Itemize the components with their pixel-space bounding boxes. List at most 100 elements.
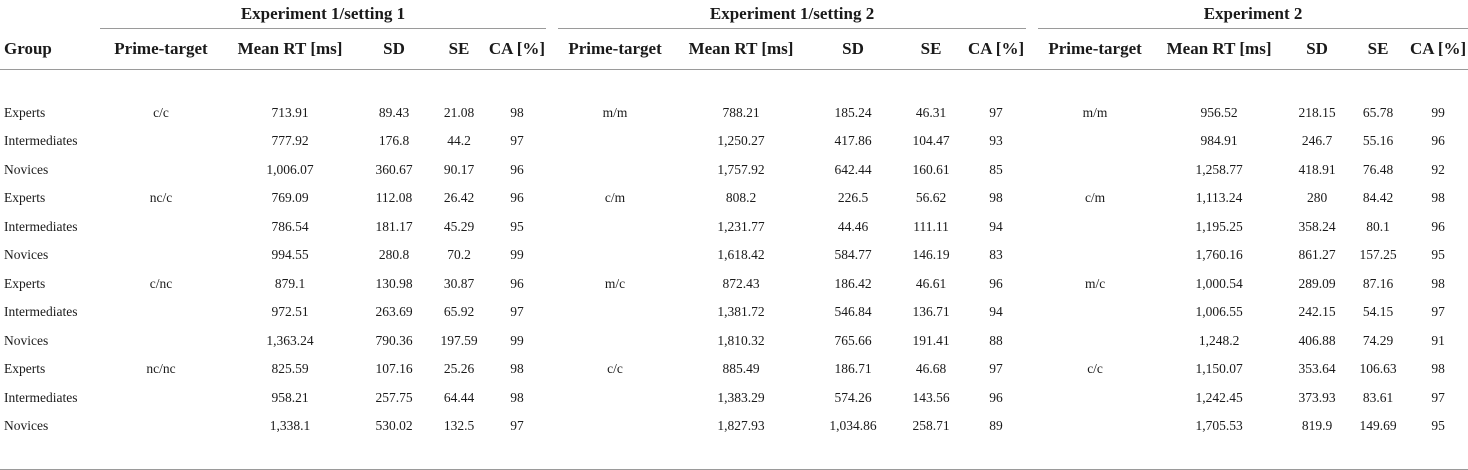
ca-cell: 98 — [510, 104, 524, 120]
spacer-cell — [1026, 355, 1038, 384]
table-row: Experts c/nc 879.1 130.98 30.87 96 m/c 872.43 18… — [0, 270, 1468, 299]
mean-rt-cell: 1,618.42 — [717, 247, 765, 263]
sd-cell: 185.24 — [834, 104, 872, 120]
prime-target-cell — [558, 298, 672, 327]
se-cell: 21.08 — [443, 104, 475, 120]
se-cell: 106.63 — [1359, 361, 1397, 377]
se-cell: 46.31 — [915, 104, 947, 120]
prime-target-cell — [558, 384, 672, 413]
ca-cell: 94 — [989, 304, 1003, 320]
se-cell: 74.29 — [1362, 332, 1394, 348]
table-row: Intermediates 786.54 181.17 45.29 95 1,231.77… — [0, 213, 1468, 242]
sd-cell: 530.02 — [375, 418, 413, 434]
sd-cell: 186.42 — [834, 275, 872, 291]
prime-target-cell — [558, 327, 672, 356]
group-cell: Experts — [4, 190, 46, 206]
sd-cell: 417.86 — [834, 133, 872, 149]
mean-rt-cell: 825.59 — [271, 361, 309, 377]
prime-target-cell — [100, 127, 222, 156]
sd-cell: 89.43 — [378, 104, 410, 120]
prime-target-cell: m/m — [602, 104, 628, 120]
sd-cell: 584.77 — [834, 247, 872, 263]
prime-target-cell: m/m — [1082, 104, 1108, 120]
group-cell: Novices — [4, 247, 49, 263]
mean-rt-cell: 1,006.07 — [266, 161, 314, 177]
sd-cell: 263.69 — [375, 304, 413, 320]
sd-cell: 242.15 — [1298, 304, 1336, 320]
se-cell: 83.61 — [1362, 389, 1394, 405]
prime-target-cell — [1038, 298, 1152, 327]
mean-rt-cell: 788.21 — [722, 104, 760, 120]
spacer-cell — [546, 298, 558, 327]
group-cell: Experts — [4, 275, 46, 291]
se-cell: 76.48 — [1362, 161, 1394, 177]
ca-cell: 97 — [1431, 389, 1445, 405]
column-header-prime-target: Prime-target — [1048, 39, 1142, 58]
spacer-cell — [546, 213, 558, 242]
se-cell: 197.59 — [440, 332, 478, 348]
column-header-group: Group — [4, 38, 52, 58]
sd-cell: 861.27 — [1298, 247, 1336, 263]
sd-cell: 176.8 — [378, 133, 410, 149]
prime-target-cell: c/m — [1084, 190, 1106, 206]
prime-target-cell — [1038, 241, 1152, 270]
ca-cell: 96 — [1431, 218, 1445, 234]
ca-cell: 95 — [510, 218, 524, 234]
spacer-cell — [1026, 241, 1038, 270]
column-header-mean-rt: Mean RT [ms] — [1166, 39, 1272, 58]
mean-rt-cell: 1,757.92 — [717, 161, 765, 177]
sd-cell: 360.67 — [375, 161, 413, 177]
mean-rt-cell: 872.43 — [722, 275, 760, 291]
ca-cell: 97 — [989, 104, 1003, 120]
ca-cell: 97 — [989, 361, 1003, 377]
column-header-ca: CA [%] — [1409, 39, 1467, 58]
ca-cell: 91 — [1431, 332, 1445, 348]
spacer-cell — [546, 355, 558, 384]
spacer-cell — [546, 127, 558, 156]
se-cell: 136.71 — [912, 304, 950, 320]
prime-target-cell — [1038, 213, 1152, 242]
ca-cell: 96 — [510, 275, 524, 291]
se-cell: 84.42 — [1362, 190, 1394, 206]
mean-rt-cell: 1,338.1 — [269, 418, 311, 434]
mean-rt-cell: 1,195.25 — [1195, 218, 1243, 234]
se-cell: 25.26 — [443, 361, 475, 377]
ca-cell: 96 — [1431, 133, 1445, 149]
se-cell: 132.5 — [443, 418, 475, 434]
se-cell: 149.69 — [1359, 418, 1397, 434]
se-cell: 55.16 — [1362, 133, 1394, 149]
ca-cell: 96 — [510, 161, 524, 177]
mean-rt-cell: 1,381.72 — [717, 304, 765, 320]
sd-cell: 226.5 — [837, 190, 869, 206]
table-row: Novices 1,363.24 790.36 197.59 99 1,810.32 765… — [0, 327, 1468, 356]
mean-rt-cell: 769.09 — [271, 190, 309, 206]
sd-cell: 1,034.86 — [829, 418, 877, 434]
table-row: Intermediates 972.51 263.69 65.92 97 1,381.72… — [0, 298, 1468, 327]
ca-cell: 96 — [510, 190, 524, 206]
column-header-ca: CA [%] — [967, 39, 1025, 58]
se-cell: 65.92 — [443, 304, 475, 320]
group-cell: Experts — [4, 104, 46, 120]
mean-rt-cell: 1,363.24 — [266, 332, 314, 348]
ca-cell: 88 — [989, 332, 1003, 348]
se-cell: 143.56 — [912, 389, 950, 405]
group-cell: Experts — [4, 361, 46, 377]
sd-cell: 289.09 — [1298, 275, 1336, 291]
mean-rt-cell: 713.91 — [271, 104, 309, 120]
spacer-cell — [1026, 184, 1038, 213]
mean-rt-cell: 777.92 — [271, 133, 309, 149]
sd-cell: 765.66 — [834, 332, 872, 348]
column-header-ca: CA [%] — [488, 39, 546, 58]
mean-rt-cell: 1,248.2 — [1198, 332, 1240, 348]
prime-target-cell: nc/nc — [146, 361, 176, 377]
spacer-cell — [546, 156, 558, 185]
spacer-cell — [546, 184, 558, 213]
prime-target-cell — [558, 156, 672, 185]
group-cell: Intermediates — [4, 218, 78, 234]
spacer-cell — [546, 327, 558, 356]
mean-rt-cell: 879.1 — [274, 275, 306, 291]
ca-cell: 98 — [1431, 275, 1445, 291]
mean-rt-cell: 808.2 — [725, 190, 757, 206]
